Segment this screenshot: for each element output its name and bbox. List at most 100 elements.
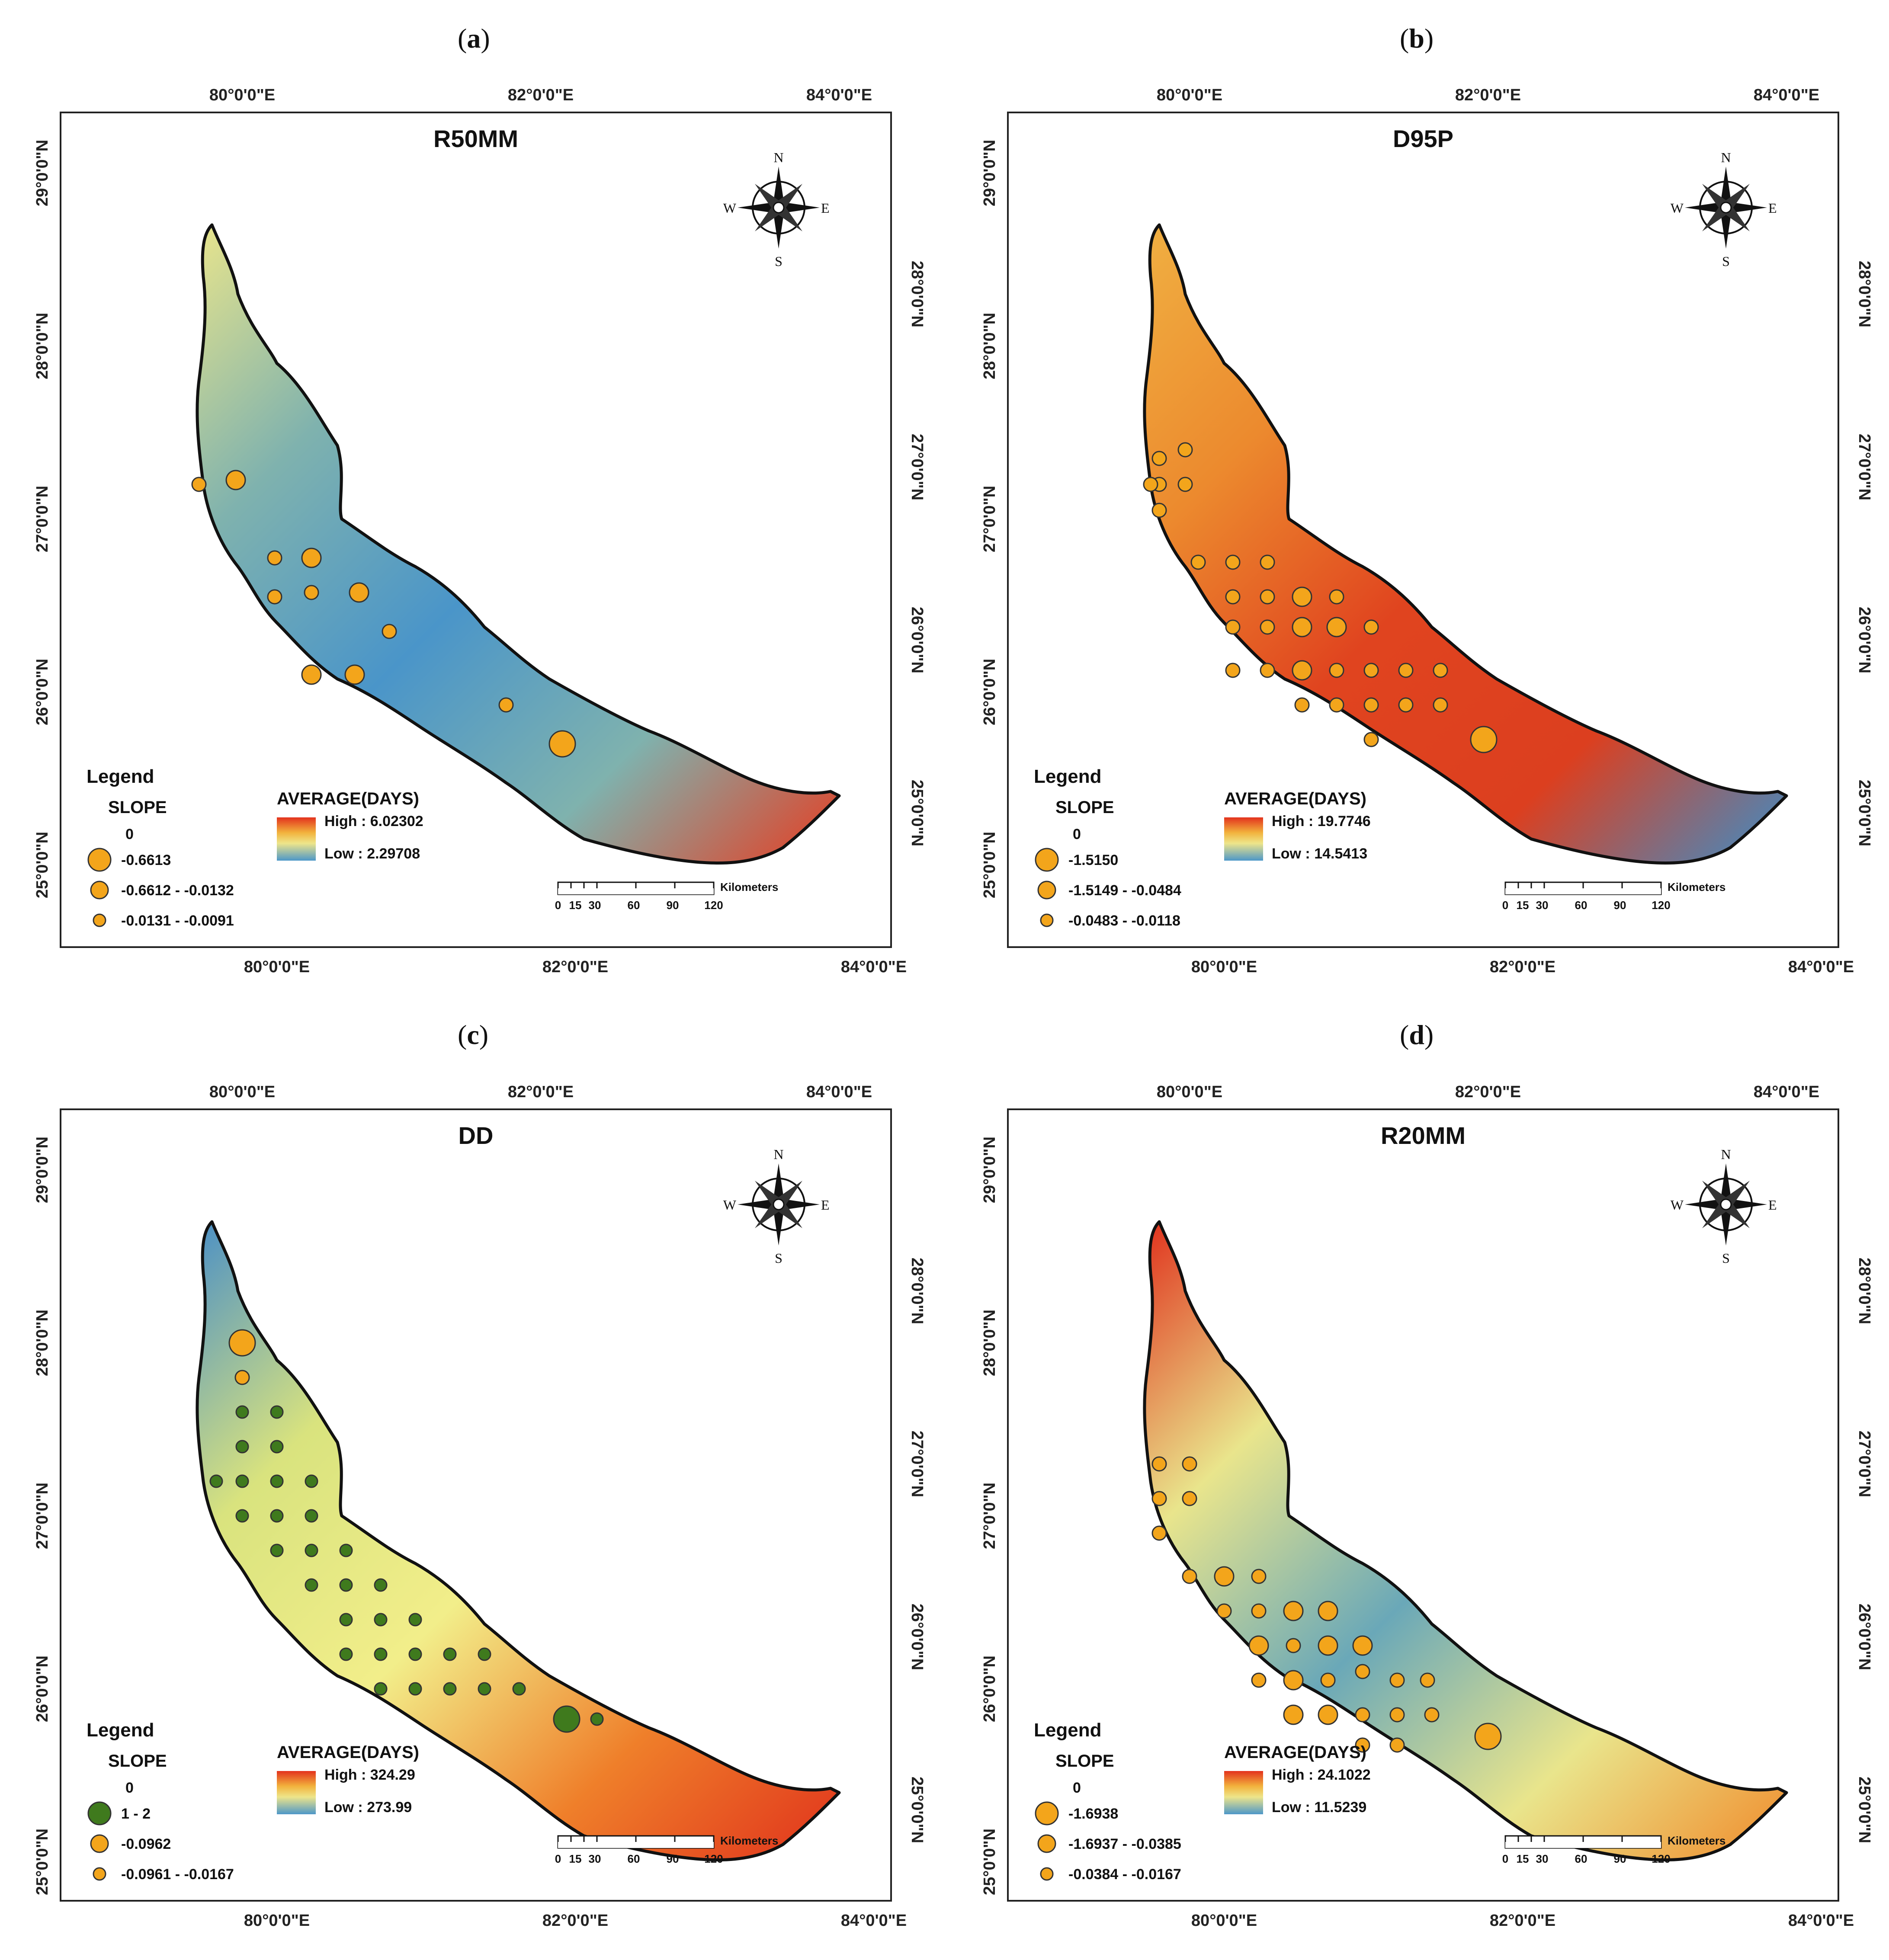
legend-color-ramp bbox=[277, 1771, 316, 1814]
station-marker bbox=[339, 1613, 353, 1627]
station-marker bbox=[1283, 1670, 1304, 1691]
compass-e-label: E bbox=[1768, 1197, 1777, 1213]
station-marker bbox=[1283, 1601, 1304, 1621]
bottom-longitude-tick: 82°0'0"E bbox=[1490, 958, 1555, 976]
legend-slope-label: -1.6937 - -0.0385 bbox=[1068, 1836, 1181, 1852]
compass-s-label: S bbox=[775, 1250, 783, 1266]
scale-tick-label: 120 bbox=[704, 899, 723, 912]
legend-slope-zero: 0 bbox=[1073, 826, 1081, 842]
compass-rose-icon: N S E W bbox=[1671, 150, 1777, 269]
compass-n-label: N bbox=[773, 150, 783, 165]
legend-slope-symbol bbox=[90, 1834, 109, 1853]
station-marker bbox=[498, 697, 514, 713]
top-longitude-tick: 80°0'0"E bbox=[1157, 1083, 1222, 1101]
right-latitude-tick: 27°0'0"N bbox=[1855, 1431, 1873, 1497]
station-marker bbox=[1329, 697, 1344, 713]
station-marker bbox=[1389, 1672, 1405, 1688]
station-marker bbox=[1292, 586, 1312, 607]
map-frame bbox=[60, 1108, 892, 1902]
station-marker bbox=[235, 1405, 249, 1419]
legend-heading: Legend bbox=[87, 766, 154, 787]
station-marker bbox=[1355, 1664, 1370, 1679]
station-marker bbox=[1251, 1603, 1267, 1619]
top-longitude-tick: 82°0'0"E bbox=[508, 86, 574, 104]
right-latitude-tick: 25°0'0"N bbox=[908, 780, 926, 846]
legend-slope-symbol bbox=[1035, 848, 1059, 872]
station-marker bbox=[443, 1682, 457, 1696]
scale-tick-label: 30 bbox=[1536, 1852, 1549, 1865]
left-latitude-tick: 29°0'0"N bbox=[981, 1137, 999, 1203]
station-marker bbox=[382, 624, 397, 639]
panel-label-a: (a) bbox=[458, 23, 490, 54]
scale-tick-label: 0 bbox=[555, 1852, 561, 1865]
map-panel-a: 80°0'0"E 82°0'0"E 84°0'0"E 80°0'0"E 82°0'0"E… bbox=[33, 86, 926, 976]
legend-slope-title: SLOPE bbox=[108, 798, 167, 817]
station-marker bbox=[1398, 663, 1414, 678]
scale-tick-label: 60 bbox=[628, 1852, 640, 1865]
map-panel-b: 80°0'0"E 82°0'0"E 84°0'0"E 80°0'0"E 82°0'0"E… bbox=[981, 86, 1873, 976]
scale-unit-label: Kilometers bbox=[720, 1834, 778, 1847]
legend-high-value: High : 24.1022 bbox=[1272, 1767, 1371, 1783]
station-marker bbox=[1283, 1704, 1304, 1725]
map-title: R50MM bbox=[433, 125, 518, 152]
station-marker bbox=[408, 1647, 422, 1661]
station-marker bbox=[1329, 589, 1344, 605]
station-marker bbox=[1260, 619, 1275, 635]
basin-layer bbox=[1143, 223, 1788, 865]
legend-slope-label: -0.6613 bbox=[121, 852, 171, 868]
station-marker bbox=[1318, 1635, 1338, 1656]
scale-unit-label: Kilometers bbox=[720, 881, 778, 894]
station-marker bbox=[553, 1705, 580, 1733]
station-marker bbox=[1355, 1737, 1370, 1753]
left-latitude-tick: 29°0'0"N bbox=[981, 140, 999, 206]
basin-surface bbox=[197, 225, 839, 863]
station-marker bbox=[1151, 451, 1167, 466]
legend-high-value: High : 19.7746 bbox=[1272, 813, 1371, 829]
station-marker bbox=[374, 1613, 388, 1627]
scale-tick-label: 30 bbox=[589, 1852, 601, 1865]
bottom-longitude-tick: 80°0'0"E bbox=[244, 1912, 310, 1930]
station-marker bbox=[1260, 554, 1275, 570]
scale-tick-label: 15 bbox=[569, 1852, 582, 1865]
legend-slope-label: -0.0962 bbox=[121, 1836, 171, 1852]
compass-n-label: N bbox=[1721, 150, 1731, 165]
compass-rose-icon: N S E W bbox=[723, 1147, 830, 1266]
scale-tick-label: 15 bbox=[1517, 1852, 1529, 1865]
station-marker bbox=[1474, 1723, 1502, 1750]
basin-layer bbox=[191, 223, 841, 865]
scale-tick-label: 15 bbox=[569, 899, 582, 912]
map-frame bbox=[1007, 1108, 1839, 1902]
top-longitude-tick: 84°0'0"E bbox=[806, 86, 872, 104]
legend-heading: Legend bbox=[1034, 1720, 1101, 1741]
scale-tick-label: 60 bbox=[1575, 899, 1588, 912]
station-marker bbox=[349, 582, 369, 603]
left-latitude-tick: 28°0'0"N bbox=[33, 313, 51, 379]
station-marker bbox=[1398, 697, 1414, 713]
station-marker bbox=[1151, 503, 1167, 518]
station-marker bbox=[374, 1647, 388, 1661]
station-marker bbox=[301, 664, 322, 685]
right-latitude-tick: 27°0'0"N bbox=[908, 1431, 926, 1497]
map-panel-d: 80°0'0"E 82°0'0"E 84°0'0"E 80°0'0"E 82°0'0"E… bbox=[981, 1083, 1873, 1930]
scale-tick-label: 90 bbox=[667, 1852, 679, 1865]
station-marker bbox=[1225, 589, 1241, 605]
station-marker bbox=[1292, 617, 1312, 637]
top-longitude-tick: 82°0'0"E bbox=[1455, 86, 1521, 104]
legend-color-ramp bbox=[277, 817, 316, 861]
map-title: R20MM bbox=[1381, 1122, 1466, 1149]
right-latitude-tick: 27°0'0"N bbox=[908, 434, 926, 500]
scale-tick-label: 30 bbox=[1536, 899, 1549, 912]
legend-average-title: AVERAGE(DAYS) bbox=[1224, 789, 1366, 808]
compass-w-label: W bbox=[723, 1197, 737, 1213]
scale-bar: 0 15 30 60 90 120 Kilometers bbox=[555, 1834, 779, 1865]
station-marker bbox=[228, 1329, 256, 1357]
right-latitude-tick: 26°0'0"N bbox=[908, 1604, 926, 1670]
station-marker bbox=[1470, 726, 1498, 753]
scale-tick-label: 90 bbox=[1614, 1852, 1626, 1865]
station-marker bbox=[1143, 477, 1158, 492]
bottom-longitude-tick: 80°0'0"E bbox=[244, 958, 310, 976]
legend-slope-symbol bbox=[93, 913, 106, 927]
map-title: D95P bbox=[1393, 125, 1453, 152]
bottom-longitude-tick: 80°0'0"E bbox=[1191, 958, 1257, 976]
station-marker bbox=[1318, 1601, 1338, 1621]
